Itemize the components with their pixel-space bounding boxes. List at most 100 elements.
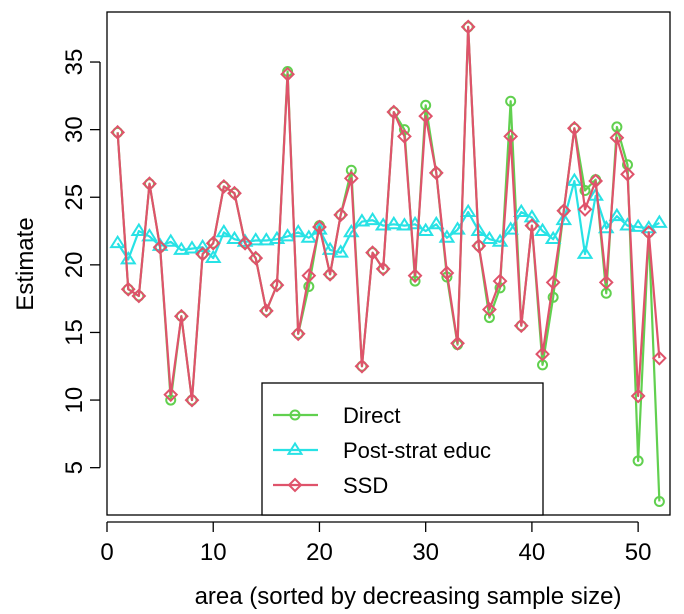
data-point-ssd — [248, 250, 264, 266]
data-point-ssd — [365, 245, 380, 261]
data-point-post-strat-educ — [427, 215, 445, 230]
data-point-ssd — [609, 130, 625, 146]
data-point-post-strat-educ — [119, 251, 137, 265]
data-point-ssd — [418, 108, 434, 124]
data-point-ssd — [471, 238, 487, 254]
data-point-direct — [547, 291, 559, 303]
data-point-ssd — [184, 392, 200, 408]
data-point-ssd — [577, 201, 593, 217]
y-tick-label: 30 — [61, 116, 88, 143]
x-tick-label: 50 — [625, 539, 652, 566]
data-point-ssd — [492, 273, 508, 289]
data-point-post-strat-educ — [576, 245, 594, 259]
data-point-post-strat-educ — [130, 222, 148, 236]
x-axis: 0 10 20 30 40 50 — [100, 521, 652, 566]
data-point-ssd — [120, 281, 136, 297]
y-tick-label: 20 — [61, 252, 88, 279]
x-tick-label: 40 — [519, 539, 546, 566]
series-line-ssd — [116, 25, 661, 402]
data-point-post-strat-educ — [523, 209, 541, 223]
data-point-post-strat-educ — [512, 203, 530, 218]
legend-marker-direct — [289, 409, 301, 421]
legend-label-ssd: SSD — [343, 473, 388, 498]
data-point-ssd — [375, 261, 391, 277]
data-point-post-strat-educ — [629, 218, 647, 232]
data-point-ssd — [322, 266, 338, 282]
data-point-ssd — [407, 268, 423, 284]
y-tick-label: 35 — [61, 49, 88, 76]
data-point-ssd — [343, 170, 359, 186]
y-tick-label: 15 — [61, 319, 88, 346]
data-point-direct — [632, 455, 644, 467]
data-point-direct — [653, 495, 665, 507]
x-tick-label: 10 — [200, 539, 227, 566]
series-post-strat-educ — [109, 172, 668, 265]
data-point-ssd — [397, 128, 412, 144]
data-point-post-strat-educ — [353, 213, 371, 227]
data-point-ssd — [524, 218, 540, 234]
data-point-ssd — [312, 219, 327, 235]
data-point-post-strat-educ — [215, 224, 233, 238]
data-point-post-strat-educ — [502, 221, 519, 235]
data-point-post-strat-educ — [481, 230, 498, 245]
data-point-post-strat-educ — [204, 249, 222, 263]
data-point-ssd — [237, 235, 253, 251]
data-point-ssd — [535, 346, 550, 362]
data-point-direct — [505, 95, 517, 107]
legend-item-ssd: SSD — [273, 473, 388, 498]
data-point-ssd — [545, 275, 561, 290]
data-point-post-strat-educ — [396, 217, 413, 231]
x-tick-label: 30 — [412, 539, 439, 566]
data-point-post-strat-educ — [608, 207, 626, 222]
legend-item-direct: Direct — [273, 403, 400, 428]
data-point-post-strat-educ — [364, 211, 381, 226]
legend-marker-ssd — [287, 477, 303, 493]
data-point-post-strat-educ — [247, 232, 265, 246]
data-point-ssd — [354, 358, 370, 374]
legend: Direct Post-strat educ SSD — [261, 382, 544, 516]
data-point-ssd — [386, 104, 402, 120]
data-point-ssd — [439, 265, 455, 281]
data-point-ssd — [482, 302, 497, 317]
data-point-post-strat-educ — [332, 244, 350, 258]
y-axis-label: Estimate — [12, 217, 39, 310]
data-point-ssd — [152, 239, 168, 255]
data-point-ssd — [333, 207, 349, 223]
data-point-direct — [483, 312, 495, 324]
data-point-ssd — [216, 179, 232, 194]
data-point-post-strat-educ — [417, 222, 434, 236]
data-point-ssd — [651, 350, 667, 366]
data-point-ssd — [173, 308, 189, 324]
data-point-ssd — [142, 176, 157, 192]
data-point-post-strat-educ — [459, 203, 477, 218]
data-point-ssd — [450, 335, 465, 351]
legend-label-direct: Direct — [343, 403, 400, 428]
data-point-post-strat-educ — [279, 228, 296, 242]
data-point-ssd — [556, 203, 572, 219]
data-point-ssd — [290, 326, 306, 342]
legend-item-post-strat-educ: Post-strat educ — [273, 438, 491, 463]
data-point-ssd — [630, 388, 646, 404]
data-point-ssd — [110, 124, 126, 140]
data-point-ssd — [503, 128, 519, 144]
data-point-ssd — [588, 173, 604, 189]
data-point-ssd — [460, 19, 476, 35]
data-point-post-strat-educ — [183, 240, 201, 254]
data-point-direct — [345, 164, 357, 176]
data-point-post-strat-educ — [587, 187, 604, 201]
data-point-post-strat-educ — [194, 238, 211, 253]
data-point-ssd — [131, 288, 147, 304]
series-ssd — [110, 19, 667, 408]
data-point-post-strat-educ — [141, 228, 158, 242]
data-point-ssd — [269, 277, 285, 293]
data-point-post-strat-educ — [544, 230, 562, 245]
data-point-ssd — [280, 66, 295, 82]
data-point-post-strat-educ — [300, 229, 318, 243]
data-point-post-strat-educ — [321, 241, 339, 255]
data-point-post-strat-educ — [226, 230, 243, 245]
data-point-ssd — [566, 120, 582, 136]
data-point-ssd — [641, 224, 657, 240]
data-point-ssd — [163, 387, 179, 403]
y-axis: 5 10 15 20 25 30 35 — [61, 49, 101, 474]
